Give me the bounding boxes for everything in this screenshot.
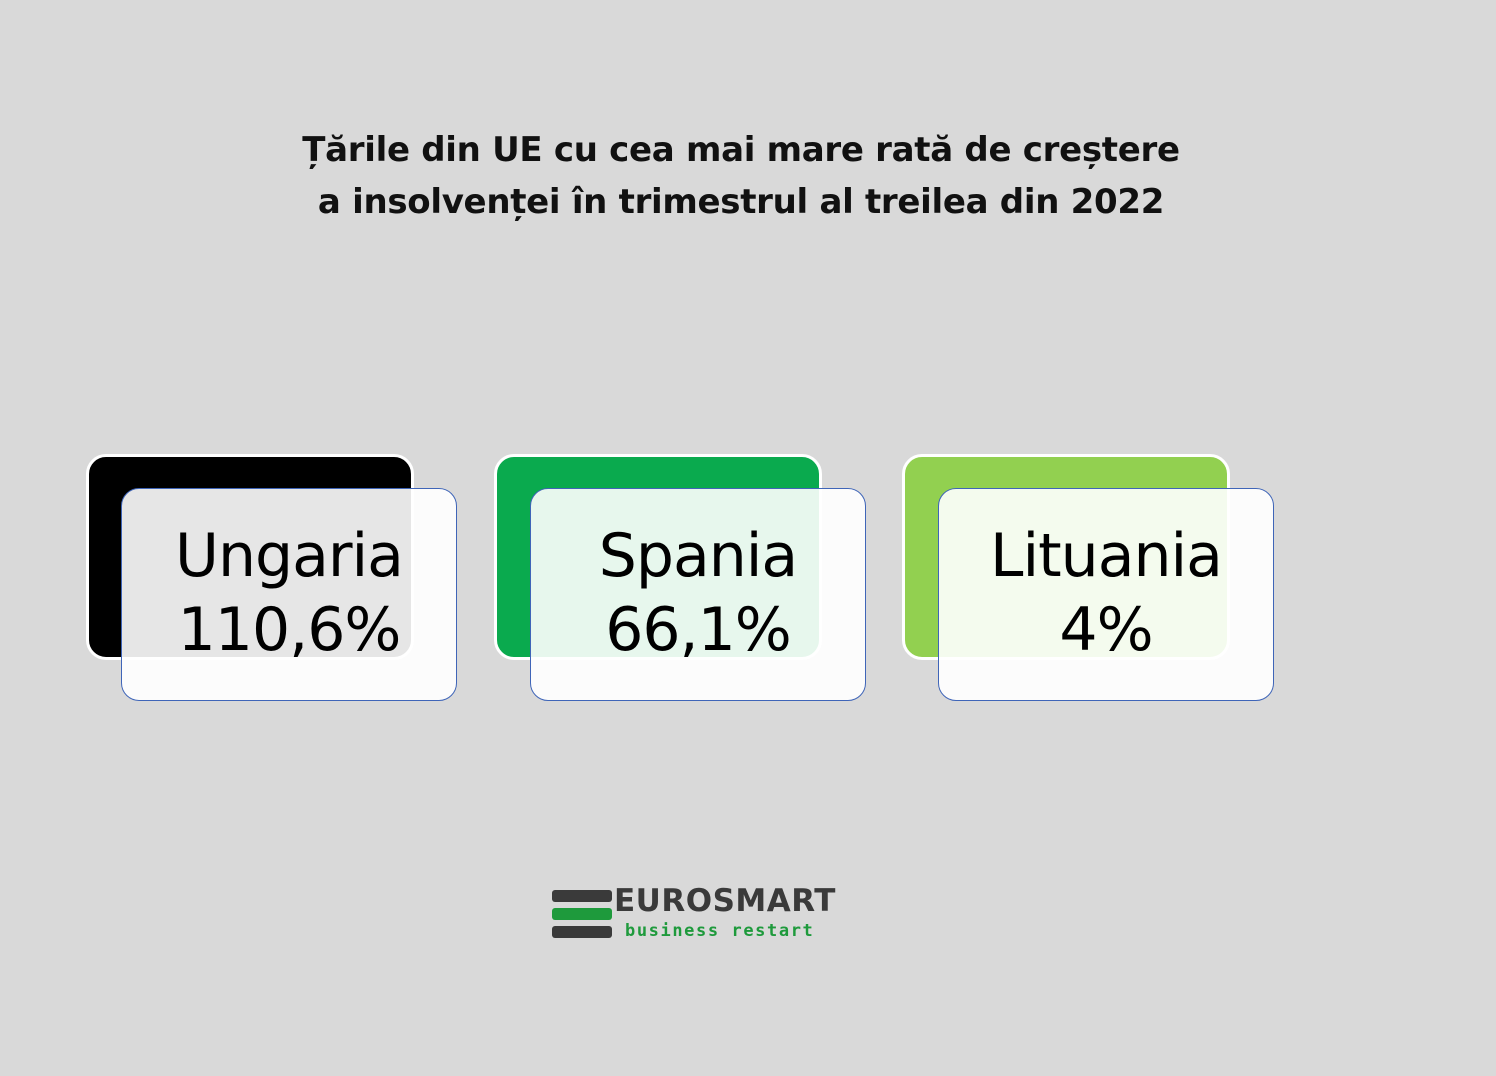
card-value-label: 66,1% xyxy=(605,595,792,665)
card-value-label: 4% xyxy=(1059,595,1153,665)
card-country-label: Lituania xyxy=(990,521,1223,591)
card-country-label: Spania xyxy=(598,521,798,591)
card-value-label: 110,6% xyxy=(177,595,402,665)
eurosmart-logo: EUROSMART business restart xyxy=(552,884,852,944)
card-country-label: Ungaria xyxy=(175,521,404,591)
logo-bar-top-icon xyxy=(552,890,612,902)
card-lituania: Lituania 4% xyxy=(938,488,1274,701)
logo-bar-bottom-icon xyxy=(552,926,612,938)
title-line-1: Țările din UE cu cea mai mare rată de cr… xyxy=(302,130,1180,170)
logo-tagline: business restart xyxy=(625,921,815,941)
card-ungaria: Ungaria 110,6% xyxy=(121,488,457,701)
title-line-2: a insolvenței în trimestrul al treilea d… xyxy=(317,182,1165,222)
card-spania: Spania 66,1% xyxy=(530,488,866,701)
logo-bar-middle-icon xyxy=(552,908,612,920)
page-title: Țările din UE cu cea mai mare rată de cr… xyxy=(0,124,1482,228)
logo-name: EUROSMART xyxy=(614,883,836,919)
